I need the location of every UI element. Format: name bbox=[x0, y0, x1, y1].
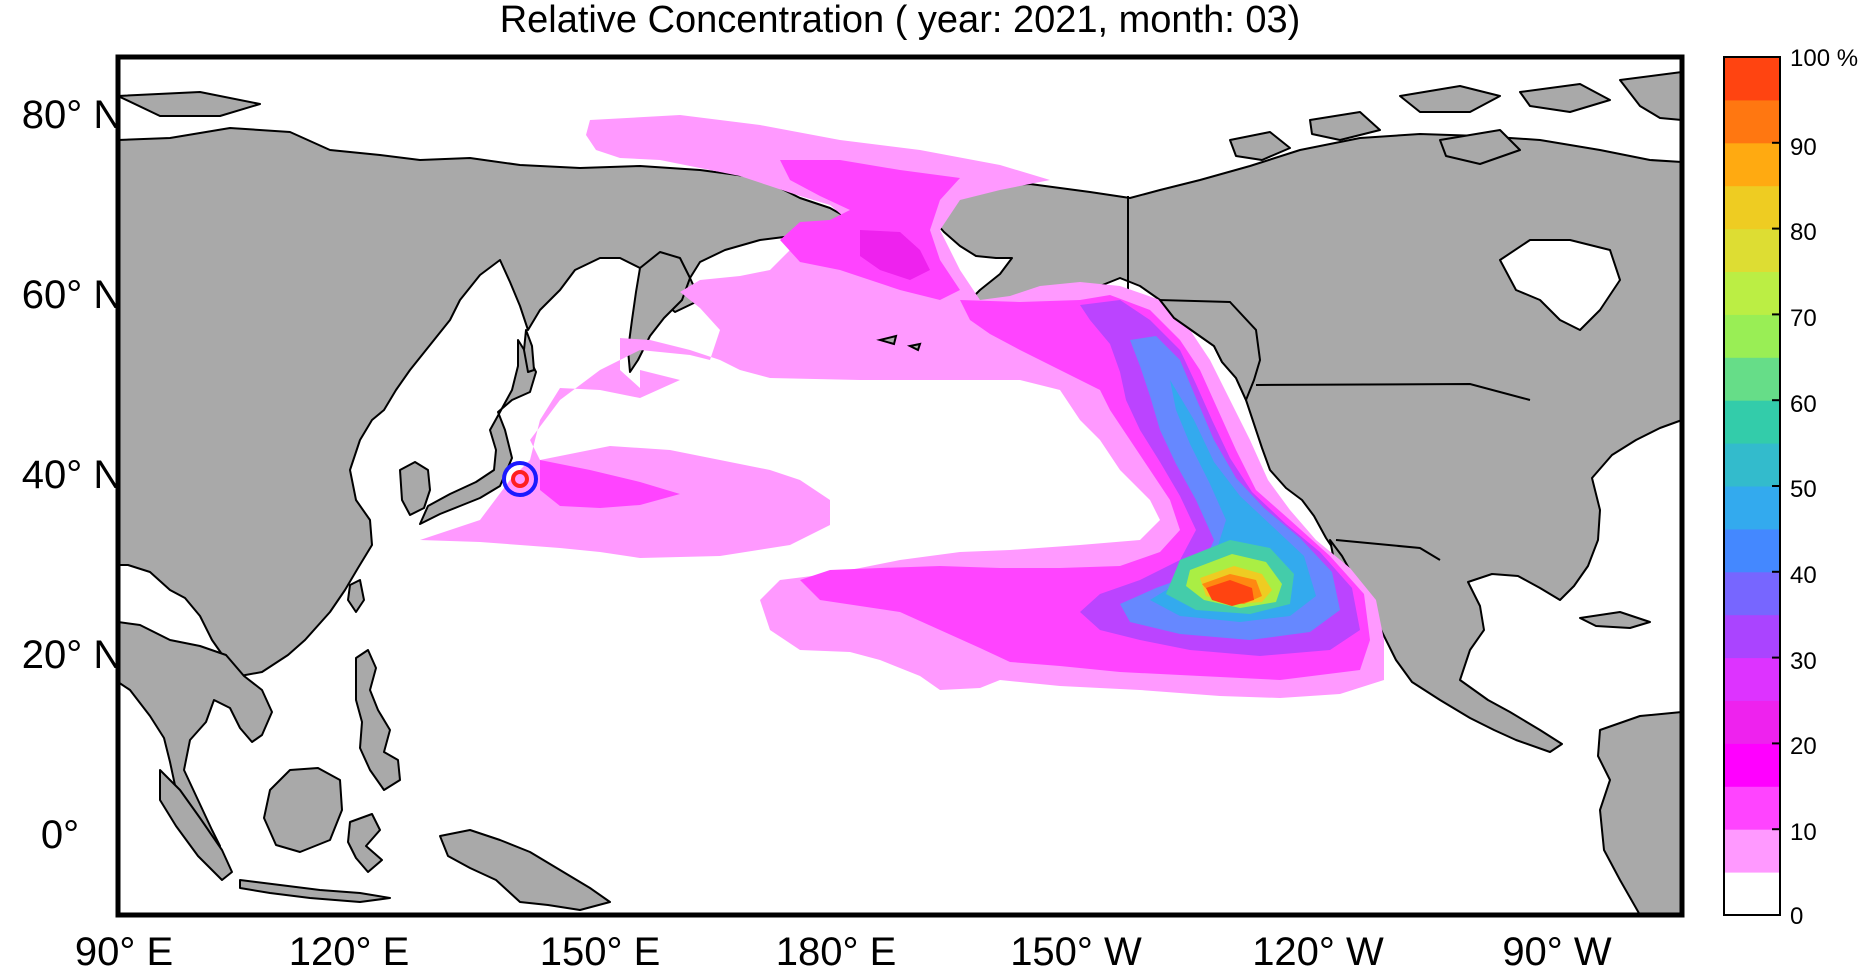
release-outer-ring bbox=[502, 461, 538, 497]
land-south-america bbox=[1597, 711, 1682, 915]
land-overlay bbox=[876, 298, 1262, 403]
cb-tick-0: 0 bbox=[1790, 903, 1803, 930]
concentration-plume bbox=[420, 115, 1384, 698]
y-tick-60n: 60° N bbox=[22, 273, 123, 317]
y-axis: 80° N 60° N 40° N 20° N 0° bbox=[22, 93, 123, 857]
cb-tick-40: 40 bbox=[1790, 562, 1817, 589]
colorbar-band-10-15 bbox=[1724, 786, 1780, 830]
land-japan bbox=[419, 339, 537, 525]
land-taiwan bbox=[347, 579, 365, 613]
colorbar-band-5-10 bbox=[1724, 829, 1780, 873]
land-north-america-coast bbox=[1157, 298, 1262, 403]
x-tick-180e: 180° E bbox=[776, 930, 897, 973]
x-tick-90w: 90° W bbox=[1502, 930, 1612, 973]
cb-tick-20: 20 bbox=[1790, 733, 1817, 760]
land-borneo bbox=[263, 767, 343, 853]
map-frame bbox=[115, 54, 1685, 918]
land-sumatra bbox=[159, 769, 233, 881]
land-korea bbox=[399, 461, 431, 516]
land-arctic-islands bbox=[1229, 83, 1611, 165]
colorbar-band-70-75 bbox=[1724, 271, 1780, 315]
land-cuba bbox=[1579, 611, 1651, 629]
x-tick-120e: 120° E bbox=[289, 930, 410, 973]
colorbar-band-65-70 bbox=[1724, 314, 1780, 358]
land-java bbox=[239, 879, 391, 903]
cb-tick-30: 30 bbox=[1790, 648, 1817, 675]
release-inner-ring bbox=[511, 470, 529, 488]
cb-tick-80: 80 bbox=[1790, 219, 1817, 246]
colorbar-band-45-50 bbox=[1724, 486, 1780, 530]
y-tick-40n: 40° N bbox=[22, 453, 123, 497]
colorbar bbox=[1724, 56, 1780, 916]
colorbar-band-0-5 bbox=[1724, 872, 1780, 916]
x-tick-90e: 90° E bbox=[75, 930, 173, 973]
land-new-guinea bbox=[439, 829, 611, 911]
colorbar-band-75-80 bbox=[1724, 228, 1780, 272]
plume-5-10 bbox=[420, 115, 1384, 698]
x-tick-150e: 150° E bbox=[540, 930, 661, 973]
colorbar-band-40-45 bbox=[1724, 528, 1780, 573]
x-axis: 90° E 120° E 150° E 180° E 150° W 120° W… bbox=[75, 930, 1612, 973]
x-tick-120w: 120° W bbox=[1252, 930, 1384, 973]
colorbar-band-55-60 bbox=[1724, 400, 1780, 444]
land-philippines bbox=[355, 649, 401, 791]
colorbar-band-15-20 bbox=[1724, 743, 1780, 787]
cb-tick-50: 50 bbox=[1790, 476, 1817, 503]
land-arctic-asia bbox=[118, 91, 261, 117]
y-tick-80n: 80° N bbox=[22, 93, 123, 137]
release-point-marker bbox=[502, 461, 538, 497]
land-greenland bbox=[1619, 71, 1682, 121]
land-sakhalin bbox=[523, 329, 535, 373]
colorbar-band-50-55 bbox=[1724, 443, 1780, 487]
colorbar-band-35-40 bbox=[1724, 571, 1780, 616]
cb-tick-10: 10 bbox=[1790, 819, 1817, 846]
y-tick-20n: 20° N bbox=[22, 633, 123, 677]
figure-title: Relative Concentration ( year: 2021, mon… bbox=[500, 0, 1301, 41]
colorbar-band-95-100 bbox=[1724, 57, 1780, 101]
colorbar-band-90-95 bbox=[1724, 99, 1780, 144]
colorbar-ticks: 100 % 90 80 70 60 50 40 30 20 10 0 bbox=[1790, 45, 1858, 930]
colorbar-band-30-35 bbox=[1724, 614, 1780, 659]
cb-tick-100: 100 % bbox=[1790, 45, 1858, 72]
land-sulawesi bbox=[347, 813, 383, 873]
plume-10-15-japan bbox=[540, 460, 680, 508]
land-indochina bbox=[118, 621, 273, 847]
x-tick-150w: 150° W bbox=[1010, 930, 1142, 973]
hudson-bay bbox=[1499, 239, 1621, 331]
colorbar-band-80-85 bbox=[1724, 185, 1780, 230]
cb-tick-60: 60 bbox=[1790, 391, 1817, 418]
cb-tick-70: 70 bbox=[1790, 305, 1817, 332]
land-aleutians bbox=[876, 334, 922, 352]
map-panel bbox=[118, 57, 1682, 915]
colorbar-band-60-65 bbox=[1724, 357, 1780, 401]
y-tick-0: 0° bbox=[41, 813, 79, 857]
plume-95-100 bbox=[1206, 580, 1254, 606]
colorbar-band-20-25 bbox=[1724, 700, 1780, 744]
plume-15-20-north bbox=[860, 230, 930, 280]
colorbar-band-85-90 bbox=[1724, 142, 1780, 187]
colorbar-band-25-30 bbox=[1724, 657, 1780, 701]
cb-tick-90: 90 bbox=[1790, 134, 1817, 161]
colorbar-frame bbox=[1723, 56, 1781, 916]
